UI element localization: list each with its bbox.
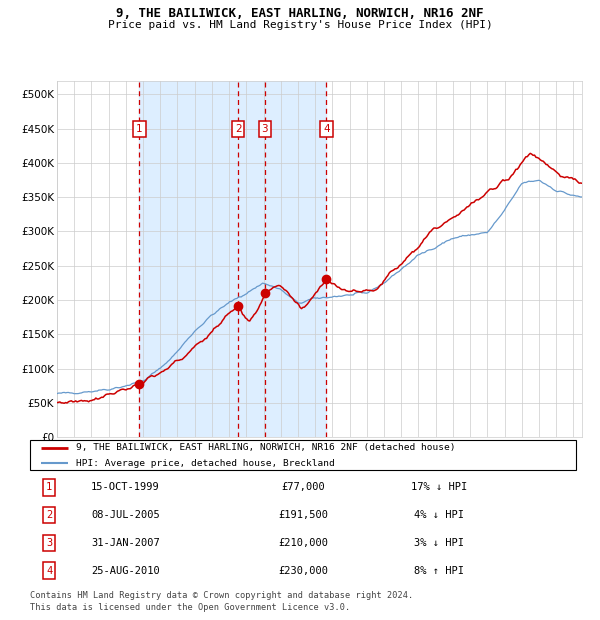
Text: 3% ↓ HPI: 3% ↓ HPI — [415, 538, 464, 548]
Text: £210,000: £210,000 — [278, 538, 328, 548]
Bar — [139, 81, 326, 437]
Text: 2: 2 — [235, 123, 241, 133]
Text: This data is licensed under the Open Government Licence v3.0.: This data is licensed under the Open Gov… — [30, 603, 350, 612]
Text: 9, THE BAILIWICK, EAST HARLING, NORWICH, NR16 2NF: 9, THE BAILIWICK, EAST HARLING, NORWICH,… — [116, 7, 484, 20]
Text: 15-OCT-1999: 15-OCT-1999 — [91, 482, 160, 492]
Text: 17% ↓ HPI: 17% ↓ HPI — [412, 482, 467, 492]
Text: Contains HM Land Registry data © Crown copyright and database right 2024.: Contains HM Land Registry data © Crown c… — [30, 591, 413, 601]
Text: Price paid vs. HM Land Registry's House Price Index (HPI): Price paid vs. HM Land Registry's House … — [107, 20, 493, 30]
Text: 4% ↓ HPI: 4% ↓ HPI — [415, 510, 464, 520]
Text: £77,000: £77,000 — [281, 482, 325, 492]
Text: 4: 4 — [323, 123, 329, 133]
Text: 1: 1 — [46, 482, 52, 492]
Text: 31-JAN-2007: 31-JAN-2007 — [91, 538, 160, 548]
FancyBboxPatch shape — [30, 440, 576, 470]
Text: 9, THE BAILIWICK, EAST HARLING, NORWICH, NR16 2NF (detached house): 9, THE BAILIWICK, EAST HARLING, NORWICH,… — [76, 443, 456, 453]
Text: 4: 4 — [46, 565, 52, 575]
Text: £230,000: £230,000 — [278, 565, 328, 575]
Text: HPI: Average price, detached house, Breckland: HPI: Average price, detached house, Brec… — [76, 459, 335, 468]
Text: 3: 3 — [46, 538, 52, 548]
Text: 08-JUL-2005: 08-JUL-2005 — [91, 510, 160, 520]
Text: 3: 3 — [262, 123, 268, 133]
Text: 2: 2 — [46, 510, 52, 520]
Text: £191,500: £191,500 — [278, 510, 328, 520]
Text: 8% ↑ HPI: 8% ↑ HPI — [415, 565, 464, 575]
Text: 1: 1 — [136, 123, 143, 133]
Text: 25-AUG-2010: 25-AUG-2010 — [91, 565, 160, 575]
